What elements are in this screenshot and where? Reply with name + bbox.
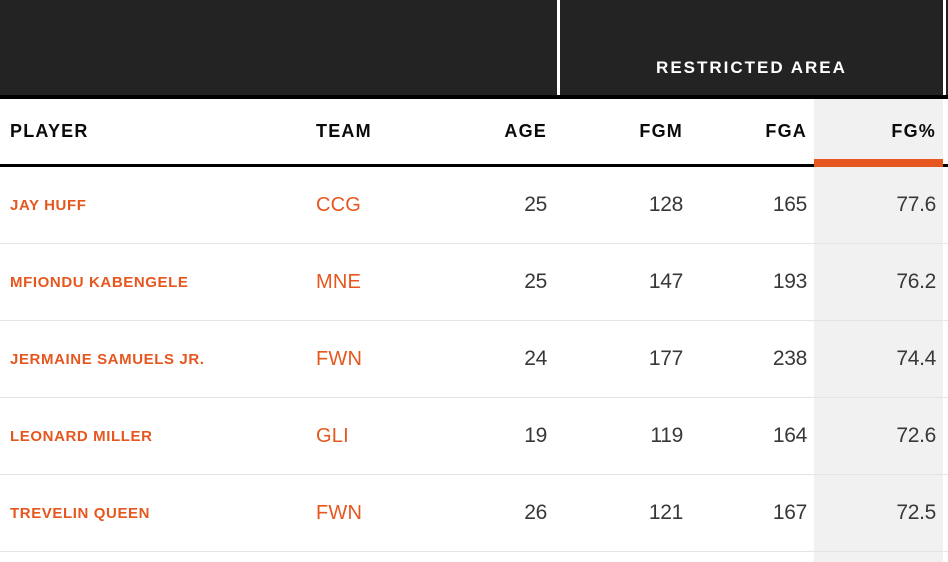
table-header-row: PLAYER TEAM AGE FGM FGA FG%: [0, 99, 948, 167]
team-link[interactable]: MNE: [316, 270, 362, 293]
fgm-value: 119: [650, 424, 683, 447]
next-column-sliver: [943, 475, 948, 551]
next-column-sliver: [943, 398, 948, 474]
column-header-label: FG%: [891, 121, 936, 141]
column-header-fga[interactable]: FGA: [683, 99, 814, 164]
fgm-value: 128: [648, 193, 683, 216]
age-value: 19: [524, 424, 547, 447]
fgp-value: 72.6: [814, 398, 943, 474]
next-column-sliver: [943, 321, 948, 397]
fgm-value: 121: [648, 501, 683, 524]
group-divider-right: [943, 0, 946, 95]
table-row: TREVELIN QUEEN FWN 26 121 167 72.5: [0, 475, 948, 552]
fgm-value: 177: [648, 347, 683, 370]
next-column-sliver: [943, 167, 948, 243]
fgp-value: 77.6: [814, 167, 943, 243]
player-link[interactable]: LEONARD MILLER: [10, 427, 153, 445]
table-row-partial: [0, 552, 948, 562]
team-link[interactable]: FWN: [316, 347, 363, 370]
fga-value: 167: [772, 501, 807, 524]
table-group-header: RESTRICTED AREA: [0, 0, 948, 95]
team-link[interactable]: GLI: [316, 424, 349, 447]
column-header-label: FGA: [765, 121, 807, 141]
column-header-label: FGM: [639, 121, 683, 141]
column-header-fgm[interactable]: FGM: [547, 99, 683, 164]
player-link[interactable]: MFIONDU KABENGELE: [10, 273, 189, 291]
column-header-age[interactable]: AGE: [394, 99, 547, 164]
group-header-restricted-area: RESTRICTED AREA: [560, 0, 943, 95]
table-row: JAY HUFF CCG 25 128 165 77.6: [0, 167, 948, 244]
player-link[interactable]: JERMAINE SAMUELS JR.: [10, 350, 205, 368]
column-header-label: TEAM: [316, 121, 372, 141]
fga-value: 238: [772, 347, 807, 370]
table-row: MFIONDU KABENGELE MNE 25 147 193 76.2: [0, 244, 948, 321]
fgm-value: 147: [648, 270, 683, 293]
fga-value: 164: [772, 424, 807, 447]
column-header-fgp-sorted[interactable]: FG%: [814, 99, 943, 164]
fgp-value: 76.2: [814, 244, 943, 320]
column-header-player[interactable]: PLAYER: [0, 99, 306, 164]
player-link[interactable]: JAY HUFF: [10, 196, 87, 214]
age-value: 24: [524, 347, 547, 370]
age-value: 25: [524, 193, 547, 216]
next-column-sliver: [943, 244, 948, 320]
fgp-value: 74.4: [814, 321, 943, 397]
fga-value: 193: [772, 270, 807, 293]
group-header-spacer: [0, 0, 557, 95]
fga-value: 165: [772, 193, 807, 216]
next-column-sliver: [943, 99, 948, 164]
column-header-team[interactable]: TEAM: [306, 99, 394, 164]
group-divider: [557, 0, 560, 95]
fgp-value: 72.5: [814, 475, 943, 551]
team-link[interactable]: FWN: [316, 501, 363, 524]
banner-bottom-border: [0, 95, 948, 99]
column-header-label: AGE: [504, 121, 547, 141]
group-label: RESTRICTED AREA: [656, 58, 847, 77]
sort-indicator-bar: [814, 159, 943, 167]
age-value: 25: [524, 270, 547, 293]
group-header-next-section: [946, 0, 948, 95]
team-link[interactable]: CCG: [316, 193, 362, 216]
player-link[interactable]: TREVELIN QUEEN: [10, 504, 151, 522]
age-value: 26: [524, 501, 547, 524]
column-header-label: PLAYER: [10, 121, 89, 141]
table-row: LEONARD MILLER GLI 19 119 164 72.6: [0, 398, 948, 475]
table-row: JERMAINE SAMUELS JR. FWN 24 177 238 74.4: [0, 321, 948, 398]
